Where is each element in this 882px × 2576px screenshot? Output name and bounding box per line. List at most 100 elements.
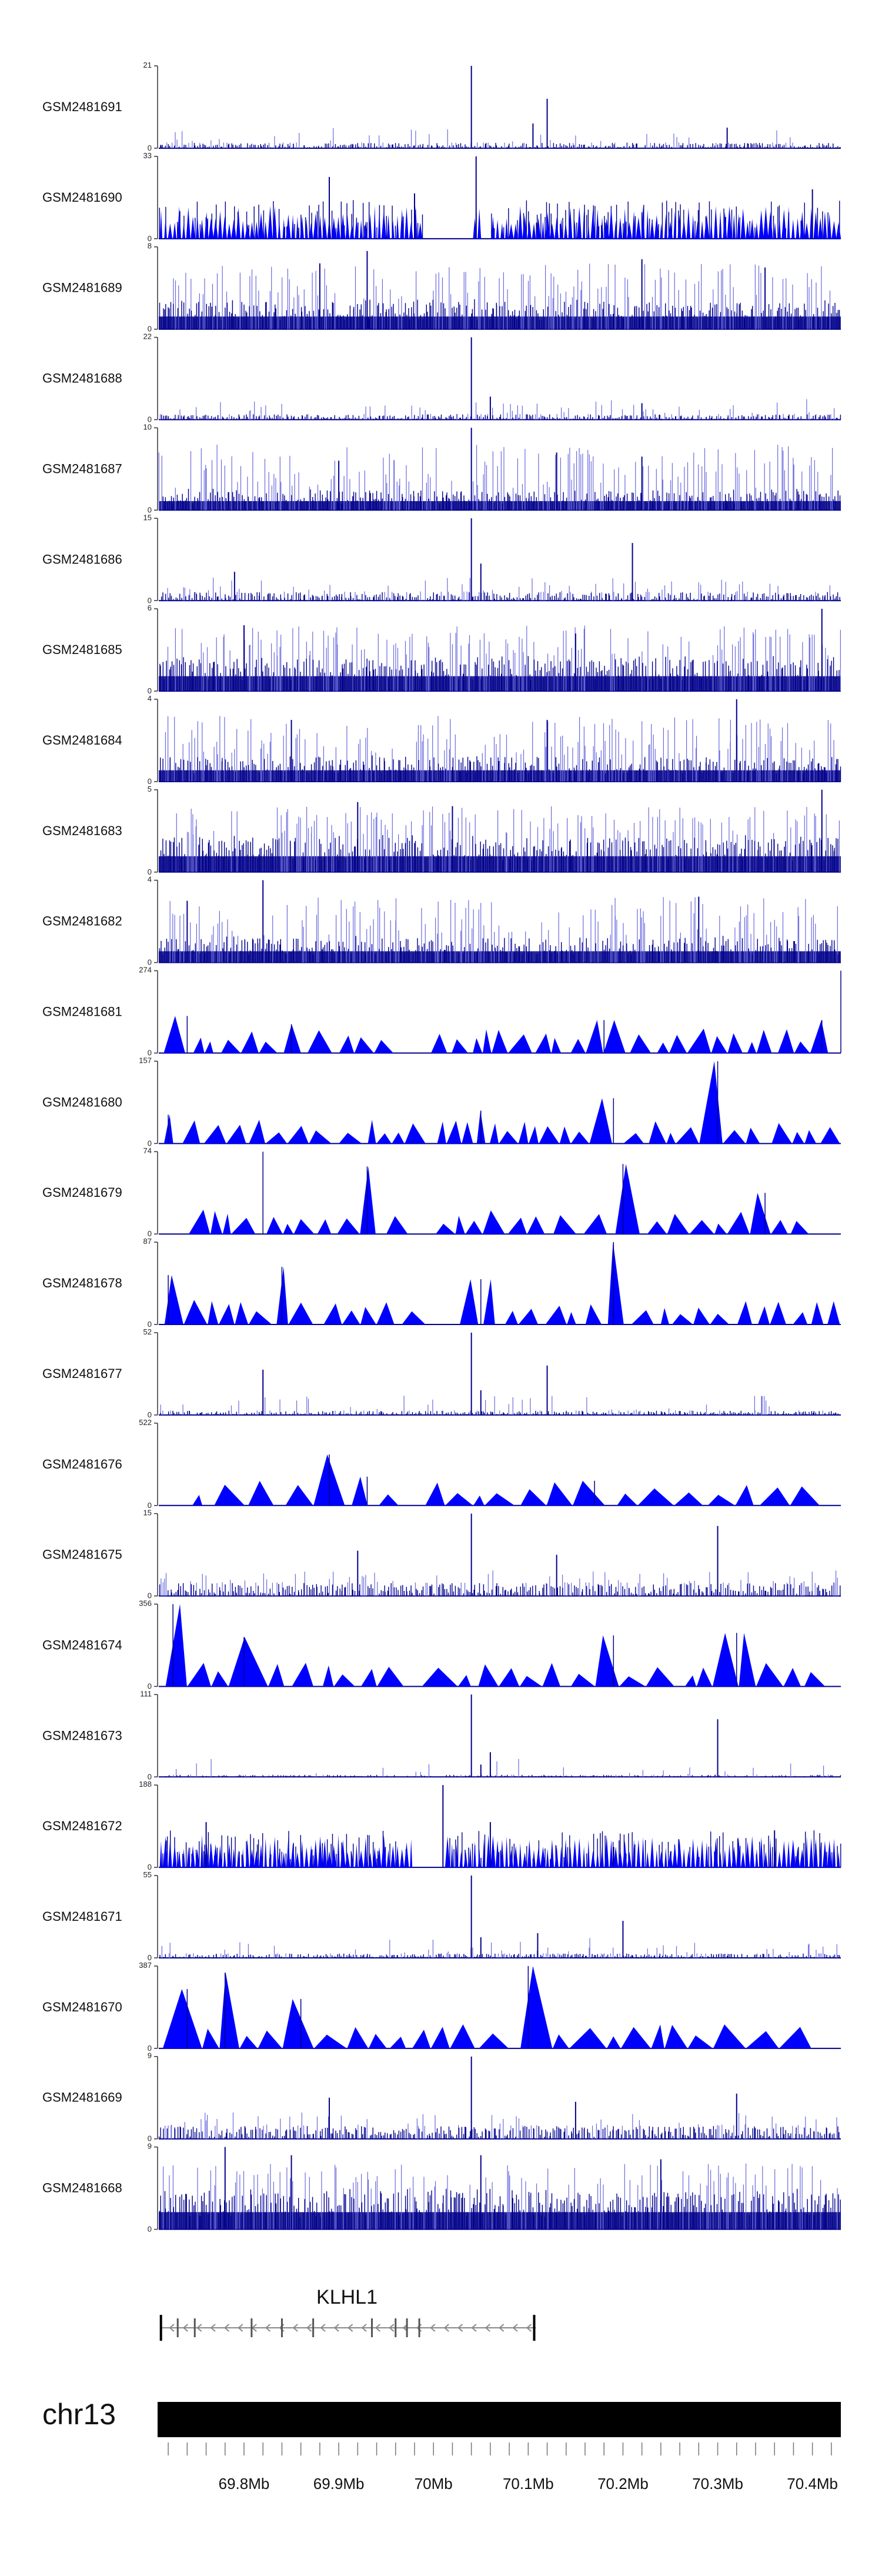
signal-floor [159, 856, 841, 872]
signal-peak [248, 1311, 272, 1325]
signal-peak [376, 1302, 395, 1325]
signal-peak [210, 1211, 223, 1234]
signal-bars [159, 1583, 841, 1596]
y-axis-min-label: 0 [148, 1772, 152, 1781]
signal-peak [595, 1635, 619, 1687]
y-axis-max-label: 9 [148, 2142, 152, 2151]
y-axis-max-label: 21 [143, 61, 152, 69]
strand-arrow [292, 2324, 298, 2332]
signal-peak [756, 1663, 783, 1687]
signal-peak [583, 1214, 607, 1234]
signal-bars [161, 414, 841, 420]
signal-peak [623, 1133, 644, 1144]
signal-peak [792, 1132, 804, 1144]
strand-arrow [485, 2324, 490, 2332]
y-axis-max-label: 55 [143, 1870, 152, 1879]
signal-peak [219, 1973, 239, 2048]
y-axis-min-label: 0 [148, 596, 152, 605]
track-label: GSM2481674 [42, 1637, 122, 1652]
signal-peak [430, 2027, 450, 2048]
signal-peak [693, 1307, 710, 1325]
signal-peak [794, 1041, 810, 1053]
signal-peak [489, 1123, 499, 1144]
signal-peak [676, 1127, 699, 1144]
track-GSM2481687: GSM2481687 10 0 [42, 422, 841, 514]
strand-arrow [196, 2324, 202, 2332]
signal-peak [203, 1125, 226, 1144]
y-axis-min-label: 0 [148, 1953, 152, 1962]
signal-peak [436, 1223, 455, 1234]
signal-peak [445, 1493, 473, 1506]
signal-peak [573, 1480, 605, 1506]
signal-peak [288, 1302, 313, 1325]
signal-teeth [159, 205, 841, 239]
signal-peak [647, 1221, 667, 1234]
signal-peak [342, 1310, 360, 1325]
y-axis-max-label: 52 [143, 1327, 152, 1336]
signal-peak [266, 1217, 283, 1234]
signal-peak [314, 2034, 347, 2048]
signal-peak [727, 1212, 750, 1234]
gene-exon [533, 2315, 536, 2341]
signal-bars [161, 1774, 841, 1777]
strand-arrow [499, 2324, 505, 2332]
signal-peak [189, 1209, 211, 1234]
signal-peak [465, 1220, 483, 1234]
y-axis-max-label: 9 [148, 2051, 152, 2060]
gene-track: KLHL1 [159, 2286, 536, 2341]
gene-name-label: KLHL1 [316, 2286, 377, 2308]
signal-peak [603, 1020, 626, 1053]
signal-peak [520, 1489, 546, 1506]
signal-floor [159, 951, 841, 963]
signal-peak [165, 1604, 187, 1687]
y-axis-min-label: 0 [148, 2225, 152, 2234]
signal-peak [293, 1219, 315, 1234]
signal-peak [637, 1488, 674, 1506]
track-label: GSM2481684 [42, 733, 122, 748]
signal-peak [553, 1215, 576, 1234]
track-GSM2481690: GSM2481690 33 0 [42, 151, 841, 243]
axis-tick-label: 70.4Mb [787, 2475, 838, 2492]
signal-peak [446, 1120, 462, 1144]
signal-bars [159, 299, 840, 329]
y-axis-max-label: 111 [140, 1689, 152, 1698]
axis-tick-label: 69.9Mb [313, 2475, 365, 2492]
signal-peak [630, 1034, 652, 1053]
signal-peak [239, 2036, 258, 2048]
track-GSM2481670: GSM2481670 387 0 [42, 1961, 841, 2053]
signal-peak [621, 2027, 651, 2048]
signal-peak [455, 1216, 465, 1234]
signal-peak [483, 1279, 495, 1325]
track-GSM2481679: GSM2481679 74 0 [42, 1146, 841, 1238]
signal-peak [746, 2031, 779, 2048]
signal-bars [162, 489, 841, 510]
y-axis-min-label: 0 [148, 1863, 152, 1871]
signal-peak [619, 1676, 646, 1687]
signal-peak [757, 1030, 772, 1053]
strand-arrow [265, 2324, 271, 2332]
signal-peak [617, 1493, 637, 1506]
y-axis-max-label: 33 [143, 151, 152, 160]
signal-peak [551, 1037, 562, 1053]
signal-peak [790, 1221, 809, 1234]
strand-arrow [333, 2324, 339, 2332]
signal-peak [689, 1220, 714, 1234]
signal-peak [368, 1120, 376, 1144]
signal-peak [339, 1035, 355, 1053]
signal-peak [265, 1132, 288, 1144]
signal-peak [810, 1020, 828, 1053]
signal-peak [292, 1663, 313, 1687]
strand-arrow [348, 2324, 353, 2332]
signal-peak [696, 1667, 713, 1687]
y-axis-min-label: 0 [148, 777, 152, 786]
track-GSM2481678: GSM2481678 87 0 [42, 1237, 841, 1329]
signal-peak [804, 1672, 826, 1687]
signal-peak [226, 1125, 246, 1144]
signal-peak [287, 1126, 309, 1144]
signal-peak [376, 1133, 392, 1144]
strand-arrow [210, 2324, 216, 2332]
signal-peak [360, 1166, 376, 1234]
signal-peak [458, 1675, 471, 1687]
signal-bars [159, 2188, 841, 2230]
signal-peak [793, 1312, 808, 1325]
